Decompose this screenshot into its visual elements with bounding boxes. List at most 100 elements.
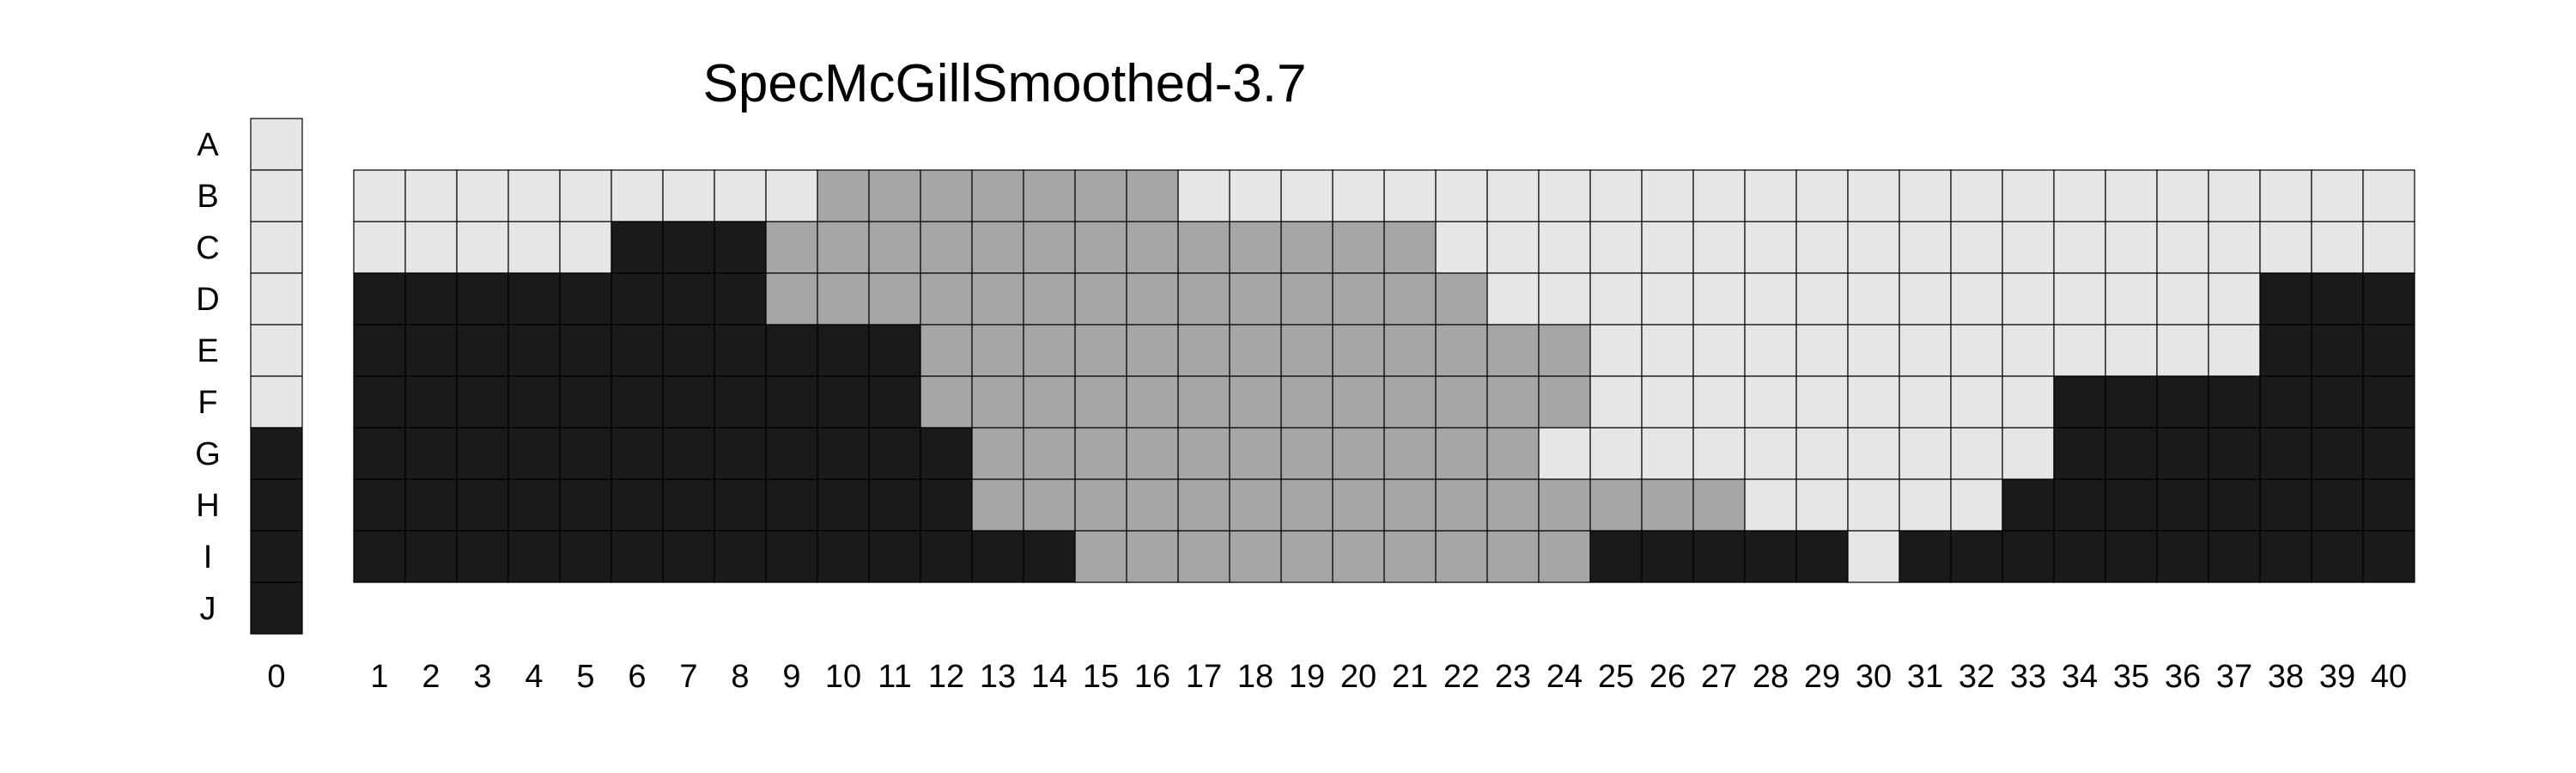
cell-14-H xyxy=(1023,478,1076,532)
col-label-7: 7 xyxy=(679,659,697,695)
row-label-I: I xyxy=(204,539,213,575)
cell-25-F xyxy=(1589,375,1643,429)
cell-4-D xyxy=(507,272,561,326)
cell-21-D xyxy=(1383,272,1437,326)
cell-19-B xyxy=(1280,169,1334,222)
cell-26-H xyxy=(1641,478,1694,532)
cell-32-H xyxy=(1950,478,2003,532)
cell-24-B xyxy=(1538,169,1591,222)
cell-5-H xyxy=(559,478,612,532)
cell-17-I xyxy=(1177,530,1230,583)
cell-1-H xyxy=(353,478,406,532)
cell-3-I xyxy=(456,530,509,583)
cell-16-B xyxy=(1126,169,1179,222)
cell-34-D xyxy=(2053,272,2106,326)
cell-2-E xyxy=(404,324,458,377)
cell-8-C xyxy=(714,221,767,274)
cell-31-F xyxy=(1899,375,1952,429)
cell-33-E xyxy=(2002,324,2055,377)
col-label-23: 23 xyxy=(1495,659,1531,695)
cell-27-D xyxy=(1692,272,1746,326)
cell-18-F xyxy=(1229,375,1282,429)
cell-11-H xyxy=(868,478,921,532)
cell-3-G xyxy=(456,427,509,480)
cell-33-F xyxy=(2002,375,2055,429)
col-label-28: 28 xyxy=(1753,659,1789,695)
cell-26-B xyxy=(1641,169,1694,222)
cell-25-G xyxy=(1589,427,1643,480)
cell-37-F xyxy=(2208,375,2261,429)
col-label-6: 6 xyxy=(628,659,646,695)
cell-21-I xyxy=(1383,530,1437,583)
col-label-13: 13 xyxy=(980,659,1016,695)
cell-12-F xyxy=(920,375,973,429)
cell-9-C xyxy=(765,221,818,274)
row-label-B: B xyxy=(197,179,218,215)
cell-32-G xyxy=(1950,427,2003,480)
cell-8-E xyxy=(714,324,767,377)
cell-13-I xyxy=(971,530,1024,583)
cell-18-G xyxy=(1229,427,1282,480)
cell-19-C xyxy=(1280,221,1334,274)
cell-5-G xyxy=(559,427,612,480)
cell-21-C xyxy=(1383,221,1437,274)
cell-29-C xyxy=(1795,221,1849,274)
cell-8-G xyxy=(714,427,767,480)
cell-8-D xyxy=(714,272,767,326)
cell-19-H xyxy=(1280,478,1334,532)
cell-31-E xyxy=(1899,324,1952,377)
cell-4-B xyxy=(507,169,561,222)
cell-20-G xyxy=(1332,427,1385,480)
cell-0-C xyxy=(250,221,303,274)
row-label-A: A xyxy=(197,127,219,163)
cell-31-C xyxy=(1899,221,1952,274)
cell-26-D xyxy=(1641,272,1694,326)
col-label-16: 16 xyxy=(1134,659,1170,695)
cell-39-H xyxy=(2311,478,2364,532)
cell-28-D xyxy=(1744,272,1797,326)
cell-16-H xyxy=(1126,478,1179,532)
cell-25-H xyxy=(1589,478,1643,532)
col-label-18: 18 xyxy=(1237,659,1273,695)
cell-25-B xyxy=(1589,169,1643,222)
cell-14-E xyxy=(1023,324,1076,377)
cell-13-B xyxy=(971,169,1024,222)
cell-3-C xyxy=(456,221,509,274)
col-label-24: 24 xyxy=(1546,659,1583,695)
cell-31-G xyxy=(1899,427,1952,480)
cell-7-D xyxy=(662,272,715,326)
cell-24-H xyxy=(1538,478,1591,532)
col-label-2: 2 xyxy=(422,659,440,695)
cell-11-E xyxy=(868,324,921,377)
cell-10-F xyxy=(817,375,870,429)
cell-32-D xyxy=(1950,272,2003,326)
cell-14-D xyxy=(1023,272,1076,326)
cell-10-H xyxy=(817,478,870,532)
cell-11-I xyxy=(868,530,921,583)
cell-29-G xyxy=(1795,427,1849,480)
cell-6-H xyxy=(611,478,664,532)
col-label-0: 0 xyxy=(267,659,285,695)
cell-10-E xyxy=(817,324,870,377)
cell-40-F xyxy=(2362,375,2415,429)
cell-36-B xyxy=(2156,169,2209,222)
cell-30-F xyxy=(1847,375,1900,429)
cell-21-E xyxy=(1383,324,1437,377)
cell-35-C xyxy=(2105,221,2158,274)
col-label-38: 38 xyxy=(2268,659,2304,695)
cell-30-B xyxy=(1847,169,1900,222)
cell-19-F xyxy=(1280,375,1334,429)
cell-23-B xyxy=(1486,169,1540,222)
cell-37-B xyxy=(2208,169,2261,222)
cell-14-C xyxy=(1023,221,1076,274)
cell-29-B xyxy=(1795,169,1849,222)
cell-8-H xyxy=(714,478,767,532)
cell-22-E xyxy=(1435,324,1488,377)
cell-34-G xyxy=(2053,427,2106,480)
cell-27-B xyxy=(1692,169,1746,222)
cell-0-H xyxy=(250,478,303,532)
cell-12-C xyxy=(920,221,973,274)
cell-28-F xyxy=(1744,375,1797,429)
cell-29-D xyxy=(1795,272,1849,326)
